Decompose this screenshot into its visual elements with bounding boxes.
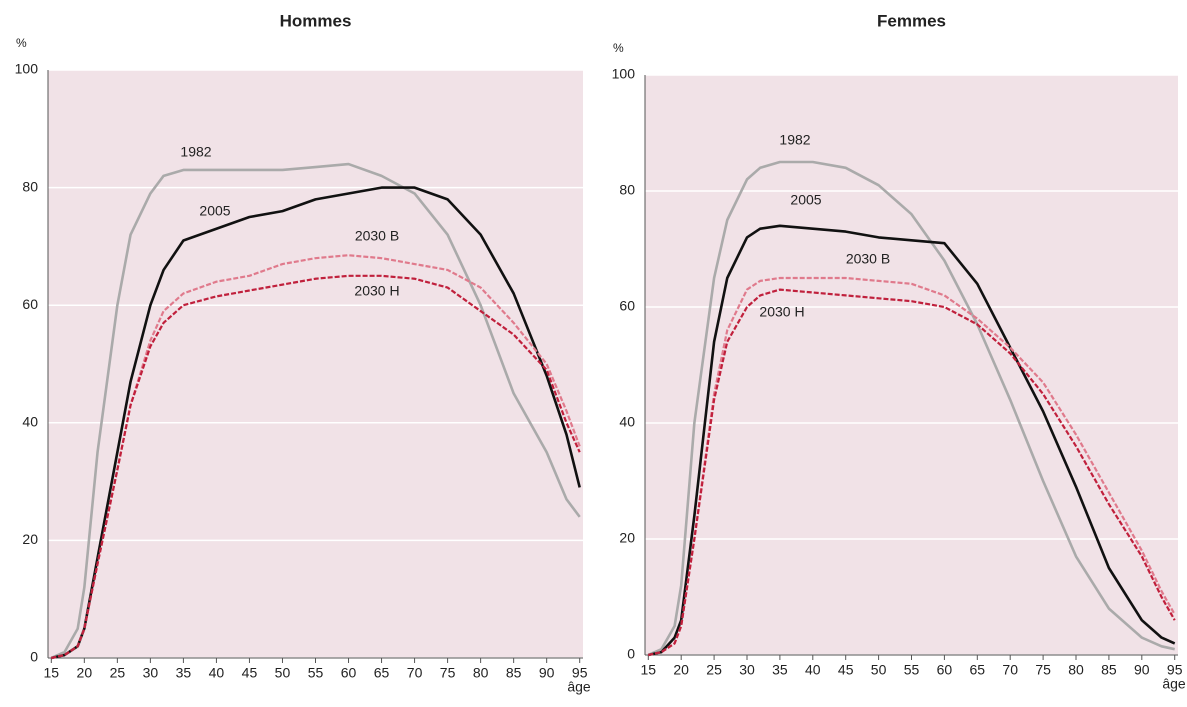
x-tick-label: 45 — [838, 662, 854, 678]
y-tick-label: 80 — [22, 178, 38, 194]
y-axis-label: % — [16, 36, 27, 50]
series-label: 1982 — [779, 132, 810, 148]
y-tick-label: 80 — [619, 182, 635, 198]
x-tick-label: 90 — [539, 665, 555, 681]
y-tick-label: 40 — [22, 414, 38, 430]
x-tick-label: 15 — [641, 662, 657, 678]
y-tick-label: 20 — [22, 531, 38, 547]
x-tick-label: 30 — [739, 662, 755, 678]
data-line — [648, 224, 1176, 657]
series-label: 2030 H — [354, 283, 399, 299]
x-axis-label: âge — [1162, 676, 1186, 692]
series-label: 2030 B — [846, 251, 890, 267]
x-tick-label: 35 — [176, 665, 192, 681]
data-line — [51, 274, 581, 660]
x-tick-label: 60 — [937, 662, 953, 678]
series-label: 2030 B — [355, 228, 399, 244]
x-tick-label: 20 — [673, 662, 689, 678]
x-tick-label: 55 — [308, 665, 324, 681]
x-tick-label: 25 — [110, 665, 126, 681]
x-tick-label: 90 — [1134, 662, 1150, 678]
y-tick-label: 60 — [619, 298, 635, 314]
x-tick-label: 40 — [209, 665, 225, 681]
data-line — [50, 162, 581, 660]
series-label: 2005 — [199, 203, 230, 219]
x-tick-label: 30 — [143, 665, 159, 681]
x-tick-label: 45 — [242, 665, 258, 681]
x-tick-label: 35 — [772, 662, 788, 678]
x-tick-label: 20 — [77, 665, 93, 681]
y-tick-label: 100 — [15, 61, 39, 77]
y-tick-label: 60 — [22, 296, 38, 312]
series-label: 2030 H — [759, 304, 804, 320]
y-tick-label: 40 — [619, 414, 635, 430]
x-tick-label: 85 — [1101, 662, 1117, 678]
chart-title: Hommes — [280, 11, 352, 30]
x-tick-label: 70 — [1002, 662, 1018, 678]
y-tick-label: 0 — [627, 646, 635, 662]
x-tick-label: 85 — [506, 665, 522, 681]
x-tick-label: 95 — [572, 665, 588, 681]
series-label: 2005 — [790, 192, 821, 208]
plot-background — [645, 75, 1178, 655]
y-axis-label: % — [613, 41, 624, 55]
x-tick-label: 70 — [407, 665, 423, 681]
y-tick-label: 20 — [619, 530, 635, 546]
x-tick-label: 50 — [871, 662, 887, 678]
x-tick-label: 40 — [805, 662, 821, 678]
x-tick-label: 55 — [904, 662, 920, 678]
x-tick-label: 25 — [706, 662, 722, 678]
x-tick-label: 80 — [473, 665, 489, 681]
x-axis-label: âge — [567, 679, 591, 695]
x-tick-label: 65 — [374, 665, 390, 681]
data-line — [647, 160, 1175, 657]
chart-title: Femmes — [877, 11, 946, 30]
data-line — [648, 288, 1176, 657]
x-tick-label: 65 — [970, 662, 986, 678]
data-line — [51, 186, 581, 660]
series-label: 1982 — [180, 144, 211, 160]
x-tick-label: 75 — [1035, 662, 1051, 678]
x-tick-label: 75 — [440, 665, 456, 681]
y-tick-label: 100 — [612, 66, 636, 82]
x-tick-label: 95 — [1167, 662, 1183, 678]
x-tick-label: 60 — [341, 665, 357, 681]
x-tick-label: 80 — [1068, 662, 1084, 678]
x-tick-label: 15 — [44, 665, 60, 681]
x-tick-label: 50 — [275, 665, 291, 681]
y-tick-label: 0 — [30, 649, 38, 665]
